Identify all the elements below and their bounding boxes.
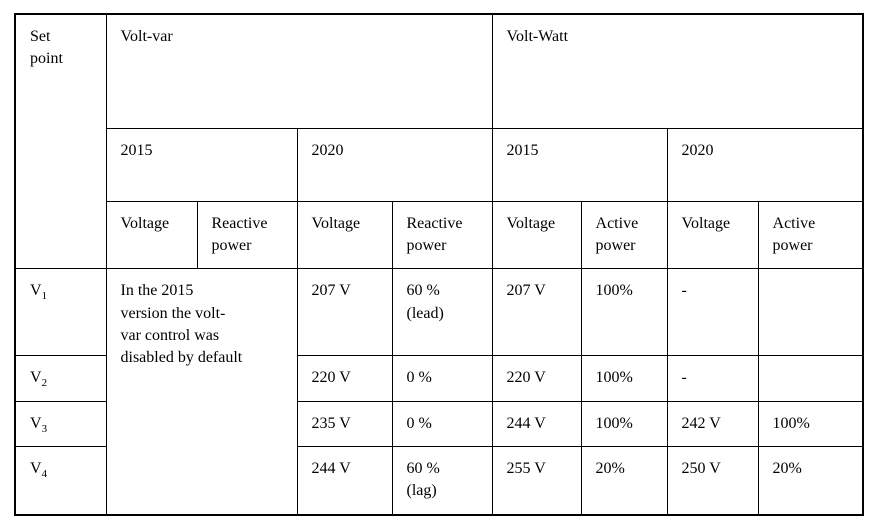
row-label-v2-base: V [30, 369, 42, 387]
row-label-v2-sub: 2 [41, 377, 48, 390]
vv2015-voltage-header: Voltage [105, 200, 198, 270]
cell-v3-vw2020-voltage: 242 V [666, 400, 759, 448]
cell-v4-vv2020-voltage: 244 V [296, 446, 393, 516]
vw2020-active-power-header: Active power [757, 200, 864, 270]
group-header-row: Set point Volt-var Volt-Watt [14, 13, 864, 270]
table-row-v3: V3 235 V 0 % 244 V 100% 242 V 100% [14, 400, 864, 448]
row-label-v3: V3 [14, 400, 107, 448]
row-label-v1-sub: 1 [41, 290, 48, 303]
cell-v2-vw2020-voltage: - [666, 355, 759, 402]
vv2020-reactive-power-header: Reactive power [391, 200, 493, 270]
row-label-v4-sub: 4 [41, 468, 48, 481]
cell-v1-vw2020-active-power [757, 268, 864, 357]
vw2015-voltage-header: Voltage [491, 200, 582, 270]
setpoint-comparison-table: Set point Volt-var Volt-Watt 2015 2020 2… [14, 13, 865, 516]
row-label-v3-base: V [30, 414, 42, 432]
cell-v2-vw2015-active-power: 100% [580, 355, 668, 402]
set-point-header-cell: Set point [14, 13, 107, 270]
cell-v1-vv2020-voltage: 207 V [296, 268, 393, 357]
vv2015-disabled-note-cell: In the 2015 version the volt- var contro… [105, 268, 298, 516]
cell-v2-vw2015-voltage: 220 V [491, 355, 582, 402]
cell-v3-vv2020-reactive-power: 0 % [391, 400, 493, 448]
column-header-row: Voltage Reactive power Voltage Reactive … [15, 200, 864, 270]
cell-v4-vv2020-reactive-power: 60 % (lag) [391, 446, 493, 516]
cell-v3-vw2015-voltage: 244 V [491, 400, 582, 448]
cell-v3-vw2015-active-power: 100% [580, 400, 668, 448]
row-label-v1: V1 [14, 268, 107, 357]
vw2020-voltage-header: Voltage [666, 200, 759, 270]
row-label-v3-sub: 3 [41, 422, 48, 435]
vv2020-voltage-header: Voltage [296, 200, 393, 270]
cell-v3-vv2020-voltage: 235 V [296, 400, 393, 448]
cell-v3-vw2020-active-power: 100% [757, 400, 864, 448]
cell-v1-vv2020-reactive-power: 60 % (lead) [391, 268, 493, 357]
row-label-v2: V2 [14, 355, 107, 402]
row-label-v4: V4 [14, 446, 107, 516]
volt-var-2020-year-cell: 2020 [296, 127, 493, 202]
volt-var-2015-year-cell: 2015 [105, 127, 298, 202]
table-row-v1: V1 In the 2015 version the volt- var con… [14, 268, 864, 516]
cell-v2-vw2020-active-power [757, 355, 864, 402]
cell-v4-vw2015-voltage: 255 V [491, 446, 582, 516]
vw2015-active-power-header: Active power [580, 200, 668, 270]
cell-v4-vw2015-active-power: 20% [580, 446, 668, 516]
table-row-v2: V2 220 V 0 % 220 V 100% - [14, 355, 864, 402]
volt-watt-2020-year-cell: 2020 [666, 127, 864, 202]
volt-watt-2015-year-cell: 2015 [491, 127, 668, 202]
cell-v1-vw2020-voltage: - [666, 268, 759, 357]
cell-v4-vw2020-active-power: 20% [757, 446, 864, 516]
cell-v1-vw2015-voltage: 207 V [491, 268, 582, 357]
cell-v2-vv2020-reactive-power: 0 % [391, 355, 493, 402]
row-label-v4-base: V [30, 460, 42, 478]
year-header-row: 2015 2020 2015 2020 [15, 127, 864, 202]
table-row-v4: V4 244 V 60 % (lag) 255 V 20% 250 V 20% [14, 446, 864, 516]
cell-v1-vw2015-active-power: 100% [580, 268, 668, 357]
volt-watt-group-header: Volt-Watt [491, 13, 864, 129]
row-label-v1-base: V [30, 282, 42, 300]
cell-v4-vw2020-voltage: 250 V [666, 446, 759, 516]
vv2015-reactive-power-header: Reactive power [196, 200, 298, 270]
volt-var-group-header: Volt-var [105, 13, 493, 129]
cell-v2-vv2020-voltage: 220 V [296, 355, 393, 402]
